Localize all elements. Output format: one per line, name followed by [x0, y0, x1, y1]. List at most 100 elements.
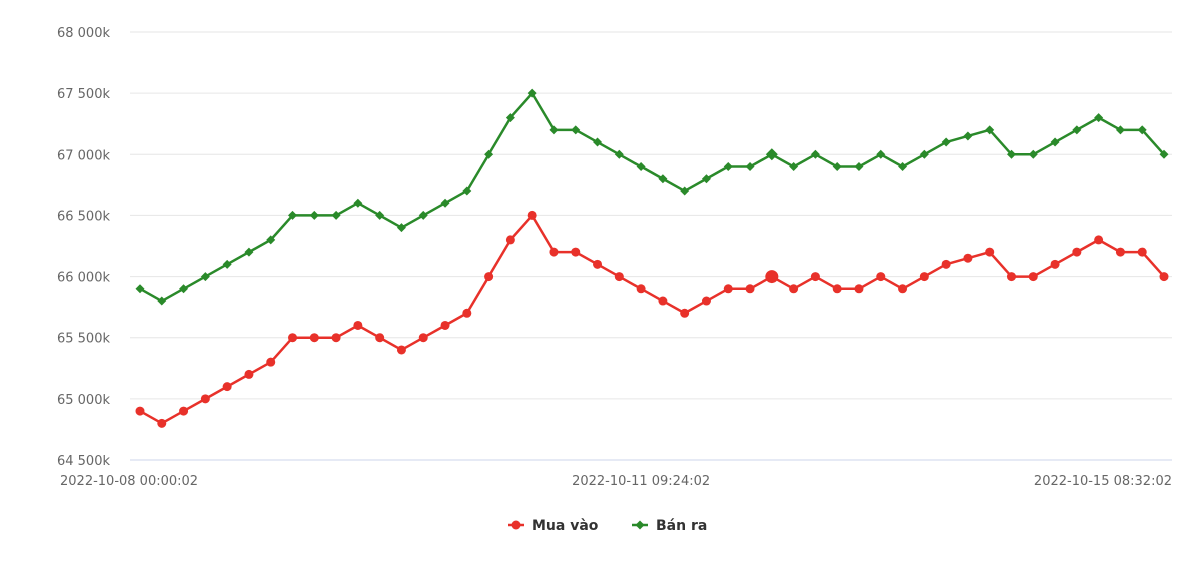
data-point[interactable] — [462, 308, 472, 318]
data-point[interactable] — [222, 259, 232, 269]
data-point[interactable] — [1159, 149, 1169, 159]
data-point[interactable] — [244, 247, 254, 257]
data-point[interactable] — [1137, 125, 1147, 135]
data-point[interactable] — [745, 284, 755, 294]
y-tick-label: 67 500k — [57, 87, 110, 102]
data-point[interactable] — [680, 186, 690, 196]
data-point[interactable] — [440, 320, 450, 330]
data-point[interactable] — [832, 162, 842, 172]
data-point[interactable] — [832, 284, 842, 294]
data-point[interactable] — [135, 406, 145, 416]
legend-item-ban-ra[interactable]: Bán ra — [632, 518, 707, 534]
data-point[interactable] — [244, 369, 254, 379]
data-point[interactable] — [396, 345, 406, 355]
data-point[interactable] — [309, 210, 319, 220]
data-point[interactable] — [1094, 113, 1104, 123]
data-point[interactable] — [1137, 247, 1147, 257]
data-point[interactable] — [810, 272, 820, 282]
data-point[interactable] — [484, 149, 494, 159]
data-point[interactable] — [505, 113, 515, 123]
data-point[interactable] — [200, 272, 210, 282]
data-point[interactable] — [636, 162, 646, 172]
data-point[interactable] — [375, 210, 385, 220]
data-point[interactable] — [1072, 247, 1082, 257]
data-point[interactable] — [963, 253, 973, 263]
data-point[interactable] — [1028, 272, 1038, 282]
data-point[interactable] — [1006, 272, 1016, 282]
data-point[interactable] — [1094, 235, 1104, 245]
data-point[interactable] — [157, 418, 167, 428]
data-point[interactable] — [571, 247, 581, 257]
data-point[interactable] — [876, 149, 886, 159]
data-point[interactable] — [527, 210, 537, 220]
data-point[interactable] — [723, 162, 733, 172]
data-point[interactable] — [680, 308, 690, 318]
data-point[interactable] — [288, 333, 298, 343]
data-point[interactable] — [266, 235, 276, 245]
data-point[interactable] — [701, 296, 711, 306]
data-point[interactable] — [135, 284, 145, 294]
data-point[interactable] — [266, 357, 276, 367]
data-point[interactable] — [789, 162, 799, 172]
data-point[interactable] — [658, 174, 668, 184]
data-point[interactable] — [571, 125, 581, 135]
data-point[interactable] — [1028, 149, 1038, 159]
data-point[interactable] — [789, 284, 799, 294]
data-point[interactable] — [723, 284, 733, 294]
data-point[interactable] — [1050, 137, 1060, 147]
data-point[interactable] — [765, 270, 779, 284]
data-point[interactable] — [418, 210, 428, 220]
data-point[interactable] — [200, 394, 210, 404]
data-point[interactable] — [985, 247, 995, 257]
data-point[interactable] — [353, 320, 363, 330]
data-point[interactable] — [919, 272, 929, 282]
data-point[interactable] — [418, 333, 428, 343]
data-point[interactable] — [985, 125, 995, 135]
data-point[interactable] — [331, 333, 341, 343]
data-point[interactable] — [440, 198, 450, 208]
data-point[interactable] — [549, 125, 559, 135]
y-tick-label: 68 000k — [57, 26, 110, 41]
data-point[interactable] — [963, 131, 973, 141]
data-point[interactable] — [505, 235, 515, 245]
data-point[interactable] — [593, 137, 603, 147]
data-point[interactable] — [179, 406, 189, 416]
data-point[interactable] — [854, 284, 864, 294]
data-point[interactable] — [222, 382, 232, 392]
data-point[interactable] — [484, 272, 494, 282]
data-point[interactable] — [1072, 125, 1082, 135]
data-point[interactable] — [527, 88, 537, 98]
data-point[interactable] — [876, 272, 886, 282]
data-point[interactable] — [701, 174, 711, 184]
data-point[interactable] — [1050, 259, 1060, 269]
data-point[interactable] — [636, 284, 646, 294]
data-point[interactable] — [614, 272, 624, 282]
data-point[interactable] — [157, 296, 167, 306]
data-point[interactable] — [854, 162, 864, 172]
data-point[interactable] — [375, 333, 385, 343]
data-point[interactable] — [549, 247, 559, 257]
data-point[interactable] — [658, 296, 668, 306]
data-point[interactable] — [898, 284, 908, 294]
data-point[interactable] — [462, 186, 472, 196]
data-point[interactable] — [396, 223, 406, 233]
data-point[interactable] — [1006, 149, 1016, 159]
data-point[interactable] — [898, 162, 908, 172]
data-point[interactable] — [288, 210, 298, 220]
data-point[interactable] — [1159, 272, 1169, 282]
data-point[interactable] — [309, 333, 319, 343]
data-point[interactable] — [1115, 247, 1125, 257]
data-point[interactable] — [745, 162, 755, 172]
data-point[interactable] — [331, 210, 341, 220]
data-point[interactable] — [941, 137, 951, 147]
data-point[interactable] — [353, 198, 363, 208]
data-point[interactable] — [765, 148, 778, 161]
legend-item-mua-vao[interactable]: Mua vào — [508, 518, 599, 534]
data-point[interactable] — [919, 149, 929, 159]
data-point[interactable] — [179, 284, 189, 294]
data-point[interactable] — [810, 149, 820, 159]
data-point[interactable] — [1115, 125, 1125, 135]
data-point[interactable] — [941, 259, 951, 269]
data-point[interactable] — [614, 149, 624, 159]
data-point[interactable] — [593, 259, 603, 269]
